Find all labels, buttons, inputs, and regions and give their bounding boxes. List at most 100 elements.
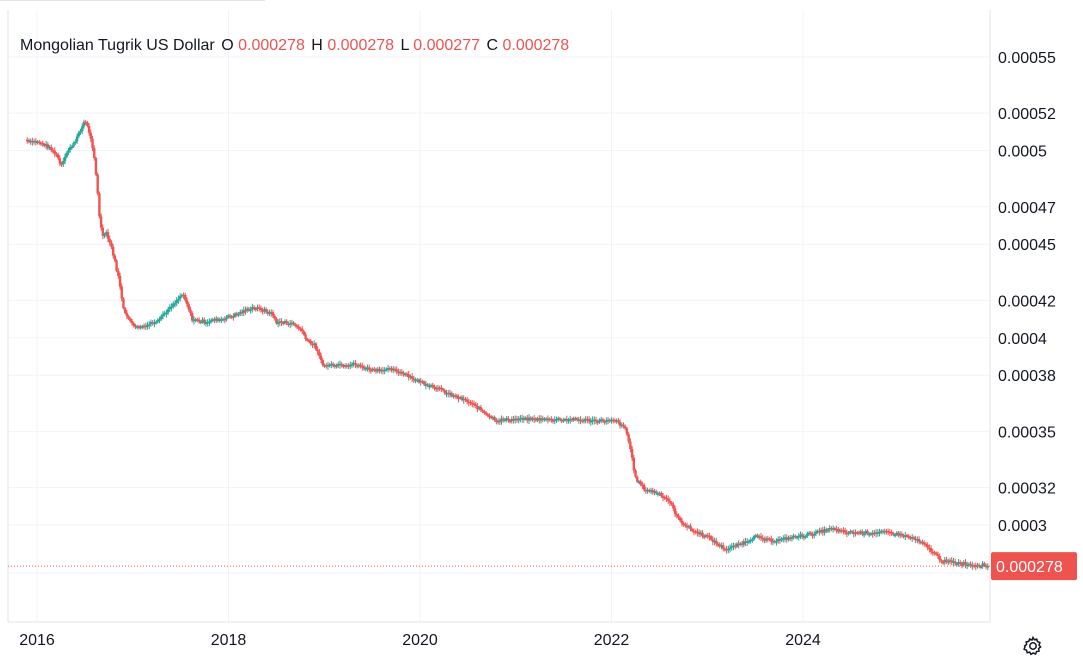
candle bbox=[747, 540, 751, 543]
candle bbox=[81, 126, 84, 131]
candle bbox=[711, 539, 715, 542]
candle bbox=[900, 533, 904, 536]
candle bbox=[677, 515, 680, 518]
candle bbox=[866, 530, 869, 534]
candle bbox=[233, 313, 237, 317]
candle bbox=[929, 548, 933, 552]
candle bbox=[273, 315, 276, 319]
candle bbox=[216, 318, 220, 321]
candle bbox=[739, 543, 742, 545]
candle bbox=[419, 380, 422, 383]
candle bbox=[892, 533, 895, 535]
candle bbox=[687, 525, 691, 528]
gear-icon[interactable] bbox=[1021, 634, 1045, 658]
candle bbox=[718, 544, 721, 547]
candle bbox=[550, 418, 553, 421]
candle bbox=[699, 532, 703, 535]
candle bbox=[538, 418, 541, 421]
candle bbox=[484, 412, 488, 415]
candle bbox=[440, 387, 443, 390]
candle bbox=[557, 418, 560, 420]
candle bbox=[567, 419, 570, 422]
candle bbox=[483, 411, 486, 414]
candle bbox=[405, 373, 409, 376]
candle bbox=[787, 537, 790, 540]
candle bbox=[670, 502, 673, 505]
candle bbox=[912, 537, 916, 539]
candle bbox=[60, 163, 63, 166]
candle bbox=[594, 419, 598, 422]
candle bbox=[654, 491, 658, 494]
candle bbox=[213, 319, 216, 321]
candle bbox=[211, 319, 215, 321]
candle bbox=[464, 398, 467, 401]
candle bbox=[986, 565, 989, 568]
candle bbox=[627, 434, 630, 442]
candle bbox=[221, 318, 225, 321]
candle bbox=[154, 321, 158, 324]
candle bbox=[172, 303, 175, 307]
candle bbox=[105, 232, 108, 235]
candle bbox=[122, 298, 125, 309]
candle bbox=[656, 493, 660, 495]
candle bbox=[495, 420, 498, 422]
candle bbox=[101, 227, 105, 236]
candle bbox=[309, 340, 312, 344]
candle bbox=[804, 536, 807, 538]
candle bbox=[610, 419, 613, 422]
candle bbox=[950, 560, 953, 562]
candle bbox=[584, 418, 587, 421]
candle bbox=[486, 414, 489, 416]
candle bbox=[653, 491, 656, 493]
candle bbox=[300, 328, 304, 332]
candle bbox=[196, 319, 199, 321]
candle bbox=[306, 338, 309, 341]
candle bbox=[529, 417, 532, 421]
candle bbox=[355, 365, 359, 367]
last-price-marker: 0.000278 bbox=[8, 552, 1077, 581]
candle bbox=[764, 538, 768, 541]
candle bbox=[99, 216, 103, 228]
candle bbox=[292, 322, 295, 325]
candle bbox=[67, 149, 70, 153]
top-divider bbox=[0, 0, 265, 1]
candle bbox=[938, 556, 941, 561]
candle bbox=[457, 397, 460, 400]
candle bbox=[651, 490, 654, 493]
candle bbox=[881, 530, 885, 533]
candle bbox=[51, 150, 55, 152]
y-tick-label: 0.0003 bbox=[998, 518, 1047, 535]
candle bbox=[876, 532, 880, 534]
candle bbox=[136, 326, 139, 328]
candle bbox=[586, 418, 589, 421]
candle bbox=[909, 537, 912, 539]
candle bbox=[752, 536, 756, 540]
candle bbox=[636, 476, 639, 482]
x-tick-label: 2020 bbox=[402, 632, 438, 649]
candle bbox=[290, 322, 294, 325]
candle bbox=[228, 315, 232, 318]
candle bbox=[376, 368, 379, 372]
candle bbox=[103, 234, 106, 237]
candle bbox=[166, 309, 170, 313]
candle bbox=[605, 420, 608, 422]
candle bbox=[591, 419, 594, 422]
candle bbox=[534, 418, 538, 421]
candle bbox=[919, 541, 922, 544]
candle bbox=[746, 541, 749, 543]
candle bbox=[448, 392, 452, 395]
candle bbox=[34, 140, 38, 143]
candle bbox=[768, 538, 771, 541]
candle bbox=[153, 322, 156, 325]
candle bbox=[778, 539, 782, 541]
candle bbox=[625, 428, 629, 435]
legend-open-label: O bbox=[221, 37, 234, 54]
candle bbox=[813, 533, 816, 536]
candle bbox=[864, 530, 867, 534]
candle bbox=[665, 497, 668, 500]
candle bbox=[359, 364, 362, 367]
candle bbox=[544, 418, 548, 421]
candle bbox=[792, 535, 795, 538]
candle bbox=[53, 150, 56, 154]
